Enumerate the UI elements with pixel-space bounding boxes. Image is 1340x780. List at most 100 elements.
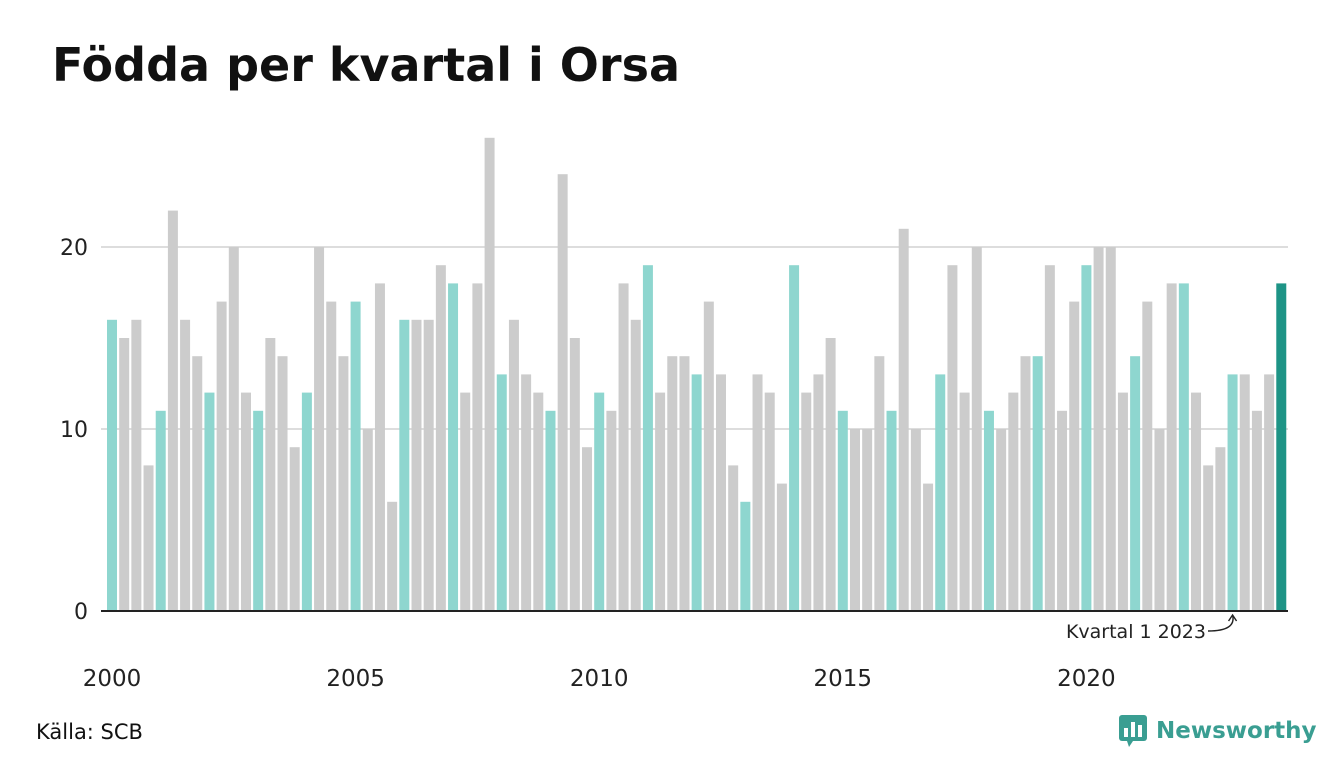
- x-tick-label: 2000: [83, 666, 142, 692]
- bar: [1081, 265, 1092, 611]
- newsworthy-logo-icon: [1119, 715, 1147, 747]
- bar: [399, 319, 410, 611]
- axes: 0 10 20 2000 2005 2010 2015 2020: [60, 236, 1288, 692]
- bar: [679, 356, 690, 611]
- bar: [277, 356, 288, 611]
- bar: [959, 392, 970, 611]
- bar: [387, 501, 398, 611]
- bar: [1191, 392, 1202, 611]
- annotation: Kvartal 1 2023: [1066, 613, 1238, 643]
- bar: [594, 392, 605, 611]
- bar: [716, 374, 726, 611]
- bar: [1105, 247, 1116, 611]
- bar: [119, 338, 130, 611]
- bar: [374, 283, 385, 611]
- bar: [1203, 465, 1214, 611]
- x-tick-label: 2005: [326, 666, 385, 692]
- bar: [1008, 392, 1019, 611]
- bar: [1251, 410, 1262, 611]
- bar: [862, 429, 873, 611]
- bar: [1276, 283, 1287, 611]
- bar: [837, 410, 848, 611]
- bar: [849, 429, 860, 611]
- bar: [253, 410, 264, 611]
- annotation-label: Kvartal 1 2023: [1066, 621, 1206, 643]
- bar: [606, 410, 617, 611]
- bar: [667, 356, 678, 611]
- bar: [996, 429, 1007, 611]
- bar: [314, 247, 325, 611]
- chart-title: Födda per kvartal i Orsa: [52, 38, 681, 92]
- bar: [569, 338, 580, 611]
- bar: [362, 429, 373, 611]
- bar: [1117, 392, 1128, 611]
- x-tick-label: 2020: [1057, 666, 1116, 692]
- bar: [801, 392, 812, 611]
- bar: [411, 319, 422, 611]
- bar: [338, 356, 349, 611]
- y-tick-label: 0: [74, 600, 88, 625]
- bar: [508, 319, 519, 611]
- bar: [1020, 356, 1031, 611]
- bar: [240, 392, 251, 611]
- bar: [630, 319, 641, 611]
- bar: [789, 265, 800, 611]
- bar: [1178, 283, 1189, 611]
- bar: [703, 301, 714, 611]
- bar: [935, 374, 946, 611]
- x-tick-label: 2015: [814, 666, 873, 692]
- bar: [143, 465, 154, 611]
- bar: [192, 356, 203, 611]
- bar: [289, 447, 300, 611]
- bar: [776, 483, 787, 611]
- brand-logo: Newsworthy: [1118, 714, 1317, 748]
- bar: [533, 392, 544, 611]
- bar: [1093, 247, 1104, 611]
- y-tick-label: 20: [60, 236, 88, 261]
- bar: [265, 338, 276, 611]
- bar: [1154, 429, 1165, 611]
- bar: [301, 392, 312, 611]
- bar: [886, 410, 897, 611]
- bar: [1032, 356, 1043, 611]
- bar: [326, 301, 337, 611]
- bar: [1057, 410, 1068, 611]
- bar: [825, 338, 836, 611]
- x-tick-label: 2010: [570, 666, 629, 692]
- bar: [180, 319, 191, 611]
- bar: [1166, 283, 1177, 611]
- bar: [1215, 447, 1226, 611]
- bar: [910, 429, 921, 611]
- bar: [1069, 301, 1080, 611]
- bar: [983, 410, 994, 611]
- bar: [131, 319, 142, 611]
- bar: [874, 356, 885, 611]
- bar: [155, 410, 166, 611]
- bar: [1227, 374, 1238, 611]
- bar: [228, 247, 239, 611]
- bar: [1142, 301, 1153, 611]
- annotation-arrowhead: [1227, 613, 1238, 622]
- annotation-arrow: [1207, 614, 1234, 632]
- source-label: Källa: SCB: [36, 720, 143, 744]
- bar: [1264, 374, 1275, 611]
- bar: [435, 265, 446, 611]
- bar: [472, 283, 483, 611]
- bar: [655, 392, 666, 611]
- bar: [740, 501, 751, 611]
- bar: [691, 374, 702, 611]
- bar: [107, 319, 117, 611]
- bar: [216, 301, 227, 611]
- bar: [947, 265, 958, 611]
- bar: [1130, 356, 1141, 611]
- y-tick-label: 10: [60, 418, 88, 443]
- bar: [460, 392, 471, 611]
- bar: [923, 483, 934, 611]
- bar: [423, 319, 434, 611]
- bar: [1044, 265, 1055, 611]
- bar: [545, 410, 556, 611]
- bar: [642, 265, 653, 611]
- bar: [764, 392, 775, 611]
- bar: [167, 210, 178, 611]
